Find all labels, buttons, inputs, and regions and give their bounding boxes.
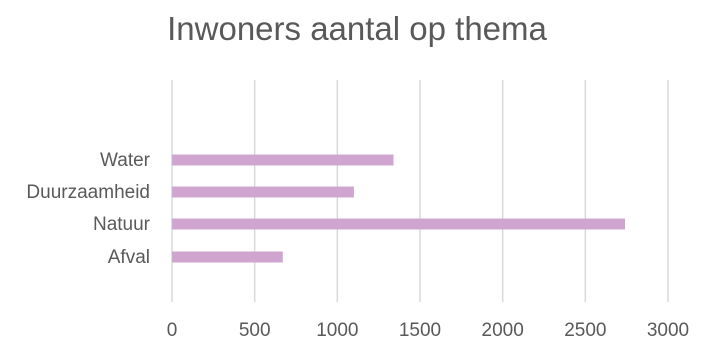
category-label-water: Water [100,150,151,171]
bar-afval [172,251,283,263]
x-tick-label: 500 [239,320,271,341]
bar-water [172,154,394,166]
x-tick-label: 1500 [399,320,441,341]
chart-title: Inwoners aantal op thema [167,10,547,47]
bar-natuur [172,218,626,230]
x-tick-label: 3000 [647,320,689,341]
x-tick-label: 0 [167,320,178,341]
category-label-afval: Afval [108,247,150,268]
category-label-natuur: Natuur [93,214,151,235]
category-labels: Water Duurzaamheid Natuur Afval [26,150,150,268]
x-tick-label: 2000 [482,320,524,341]
category-label-duurzaamheid: Duurzaamheid [26,182,150,203]
x-tick-labels: 0 500 1000 1500 2000 2500 3000 [167,320,689,341]
x-tick-label: 2500 [564,320,606,341]
x-tick-label: 1000 [316,320,358,341]
bars [172,154,626,263]
bar-duurzaamheid [172,186,354,198]
